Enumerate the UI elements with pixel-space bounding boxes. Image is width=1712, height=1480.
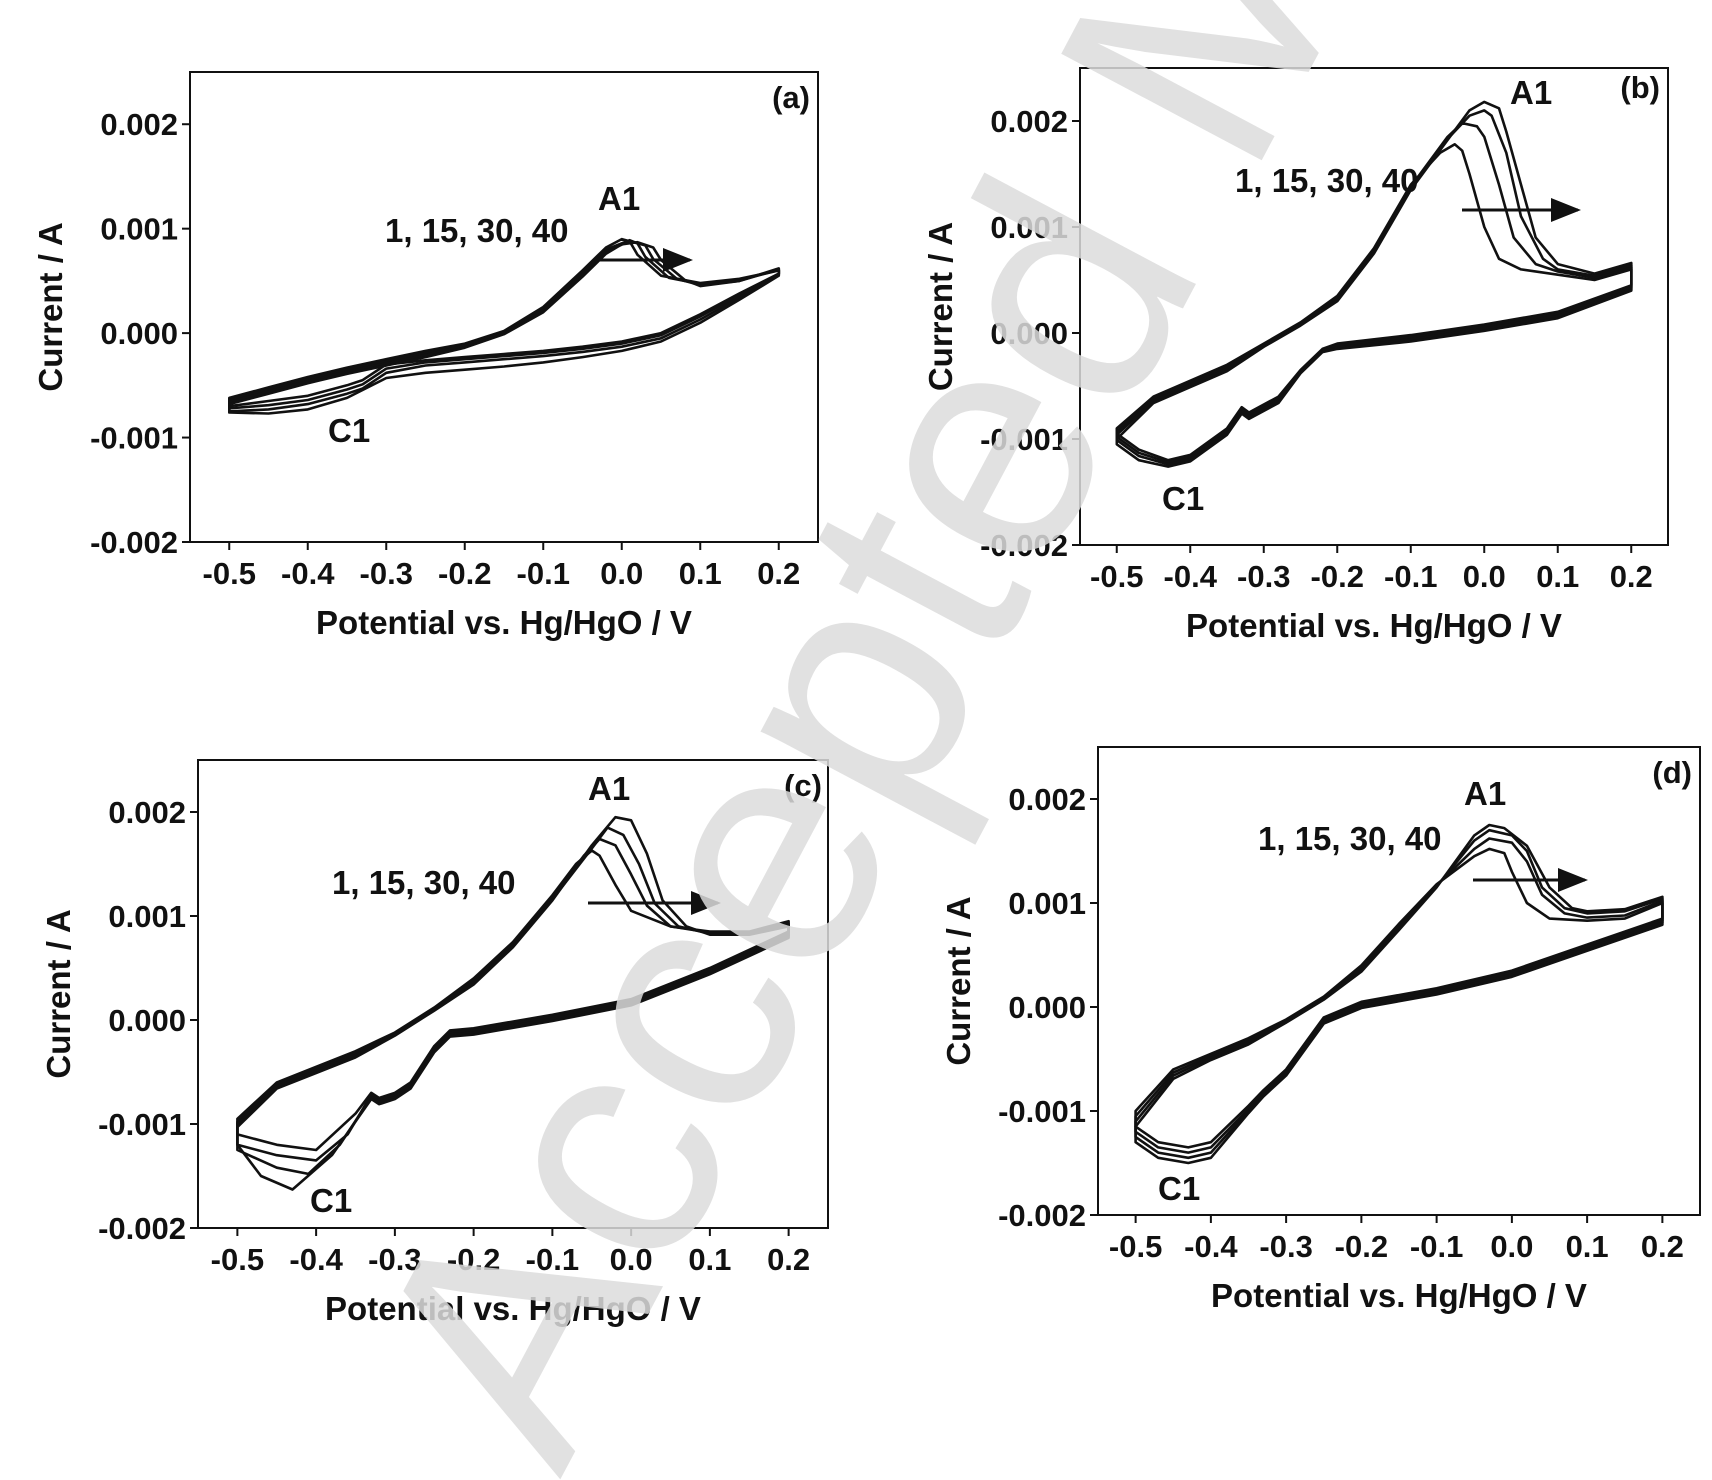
x-axis-title: Potential vs. Hg/HgO / V (1186, 607, 1562, 644)
chart-panel-b: -0.5 -0.4 -0.3 -0.2 -0.1 0.0 0.1 0.2 0.002 0.001 0… (922, 67, 1669, 644)
cv-cycle-curve-4 (236, 815, 790, 1191)
x-tick-label: -0.1 (1410, 1229, 1463, 1264)
y-tick-label: 0.002 (1008, 782, 1086, 817)
x-tick-label: -0.2 (1311, 559, 1364, 594)
cathodic-peak-label: C1 (328, 412, 370, 449)
y-axis-title: Current / A (922, 222, 959, 391)
cycle-numbers-label: 1, 15, 30, 40 (385, 212, 568, 249)
x-axis-title: Potential vs. Hg/HgO / V (1211, 1277, 1587, 1314)
x-tick-label: -0.4 (281, 556, 335, 591)
y-tick-label: -0.002 (98, 1211, 186, 1246)
panel-label: (b) (1620, 70, 1660, 105)
y-tick-label: 0.000 (1008, 990, 1086, 1025)
x-tick-label: -0.4 (1164, 559, 1218, 594)
x-tick-label: 0.2 (757, 556, 800, 591)
x-tick-label: 0.1 (1566, 1229, 1609, 1264)
x-tick-label: -0.4 (289, 1242, 343, 1277)
x-tick-label: -0.5 (211, 1242, 264, 1277)
cv-cycle-curve-1 (236, 849, 790, 1152)
y-tick-label: -0.001 (98, 1107, 186, 1142)
x-tick-label: -0.2 (438, 556, 491, 591)
cv-cycle-curve-4 (1134, 823, 1664, 1165)
chart-panel-d: -0.5 -0.4 -0.3 -0.2 -0.1 0.0 0.1 0.2 0.002 0.001 0… (940, 746, 1701, 1314)
y-tick-label: 0.000 (100, 316, 178, 351)
anodic-peak-label: A1 (1464, 775, 1506, 812)
x-tick-label: -0.1 (1384, 559, 1437, 594)
anodic-peak-label: A1 (1510, 74, 1552, 111)
x-tick-label: -0.3 (368, 1242, 421, 1277)
x-tick-label: -0.5 (1109, 1229, 1162, 1264)
x-tick-label: 0.0 (610, 1242, 653, 1277)
cathodic-peak-label: C1 (1162, 480, 1204, 517)
cathodic-peak-label: C1 (310, 1182, 352, 1219)
x-tick-label: 0.0 (600, 556, 643, 591)
x-tick-label: 0.2 (767, 1242, 810, 1277)
x-axis-title: Potential vs. Hg/HgO / V (325, 1290, 701, 1327)
cycle-numbers-label: 1, 15, 30, 40 (332, 864, 515, 901)
x-tick-label: 0.1 (688, 1242, 731, 1277)
y-axis-title: Current / A (40, 909, 77, 1078)
anodic-peak-label: A1 (598, 180, 640, 217)
cv-cycle-curve-4 (228, 240, 781, 415)
y-tick-label: -0.002 (90, 525, 178, 560)
y-tick-label: 0.002 (990, 104, 1068, 139)
panel-label: (d) (1652, 755, 1692, 790)
y-tick-label: -0.001 (980, 422, 1068, 457)
x-tick-label: 0.1 (1536, 559, 1579, 594)
x-tick-label: 0.2 (1641, 1229, 1684, 1264)
cycle-numbers-label: 1, 15, 30, 40 (1235, 162, 1418, 199)
y-tick-label: -0.002 (980, 528, 1068, 563)
y-tick-label: 0.001 (990, 210, 1068, 245)
y-tick-label: 0.000 (108, 1003, 186, 1038)
y-axis-title: Current / A (940, 896, 977, 1065)
plot-frame (1097, 746, 1701, 1216)
cv-cycle-curve-3 (228, 239, 781, 413)
plot-frame (197, 759, 829, 1229)
cathodic-peak-label: C1 (1158, 1170, 1200, 1207)
chart-panel-a: -0.5 -0.4 -0.3 -0.2 -0.1 0.0 0.1 0.2 0.002 0.001 0… (32, 71, 819, 641)
y-tick-label: -0.001 (90, 421, 178, 456)
x-tick-label: -0.2 (447, 1242, 500, 1277)
x-tick-label: 0.2 (1610, 559, 1653, 594)
x-tick-label: -0.5 (203, 556, 256, 591)
anodic-peak-label: A1 (588, 770, 630, 807)
y-axis-title: Current / A (32, 222, 69, 391)
panel-label: (c) (784, 768, 822, 803)
x-tick-label: -0.2 (1335, 1229, 1388, 1264)
x-tick-label: 0.1 (679, 556, 722, 591)
cv-cycle-curve-4 (1115, 100, 1633, 468)
x-tick-label: -0.1 (517, 556, 570, 591)
x-tick-label: 0.0 (1463, 559, 1506, 594)
plot-frame (1079, 67, 1669, 546)
chart-panel-c: -0.5 -0.4 -0.3 -0.2 -0.1 0.0 0.1 0.2 0.002 0.001 0… (40, 759, 829, 1327)
x-tick-label: -0.1 (526, 1242, 579, 1277)
x-tick-label: -0.3 (360, 556, 413, 591)
y-tick-label: 0.001 (1008, 886, 1086, 921)
x-tick-label: -0.4 (1184, 1229, 1238, 1264)
x-tick-label: 0.0 (1490, 1229, 1533, 1264)
x-tick-label: -0.3 (1237, 559, 1290, 594)
y-tick-label: -0.002 (998, 1198, 1086, 1233)
x-axis-title: Potential vs. Hg/HgO / V (316, 604, 692, 641)
y-tick-label: 0.002 (100, 107, 178, 142)
plot-frame (189, 71, 819, 543)
y-tick-label: 0.000 (990, 316, 1068, 351)
y-tick-label: 0.002 (108, 795, 186, 830)
panel-label: (a) (772, 80, 810, 115)
y-tick-label: -0.001 (998, 1094, 1086, 1129)
y-tick-label: 0.001 (100, 212, 178, 247)
y-tick-label: 0.001 (108, 899, 186, 934)
cycle-numbers-label: 1, 15, 30, 40 (1258, 820, 1441, 857)
x-tick-label: -0.3 (1259, 1229, 1312, 1264)
x-tick-label: -0.5 (1090, 559, 1143, 594)
